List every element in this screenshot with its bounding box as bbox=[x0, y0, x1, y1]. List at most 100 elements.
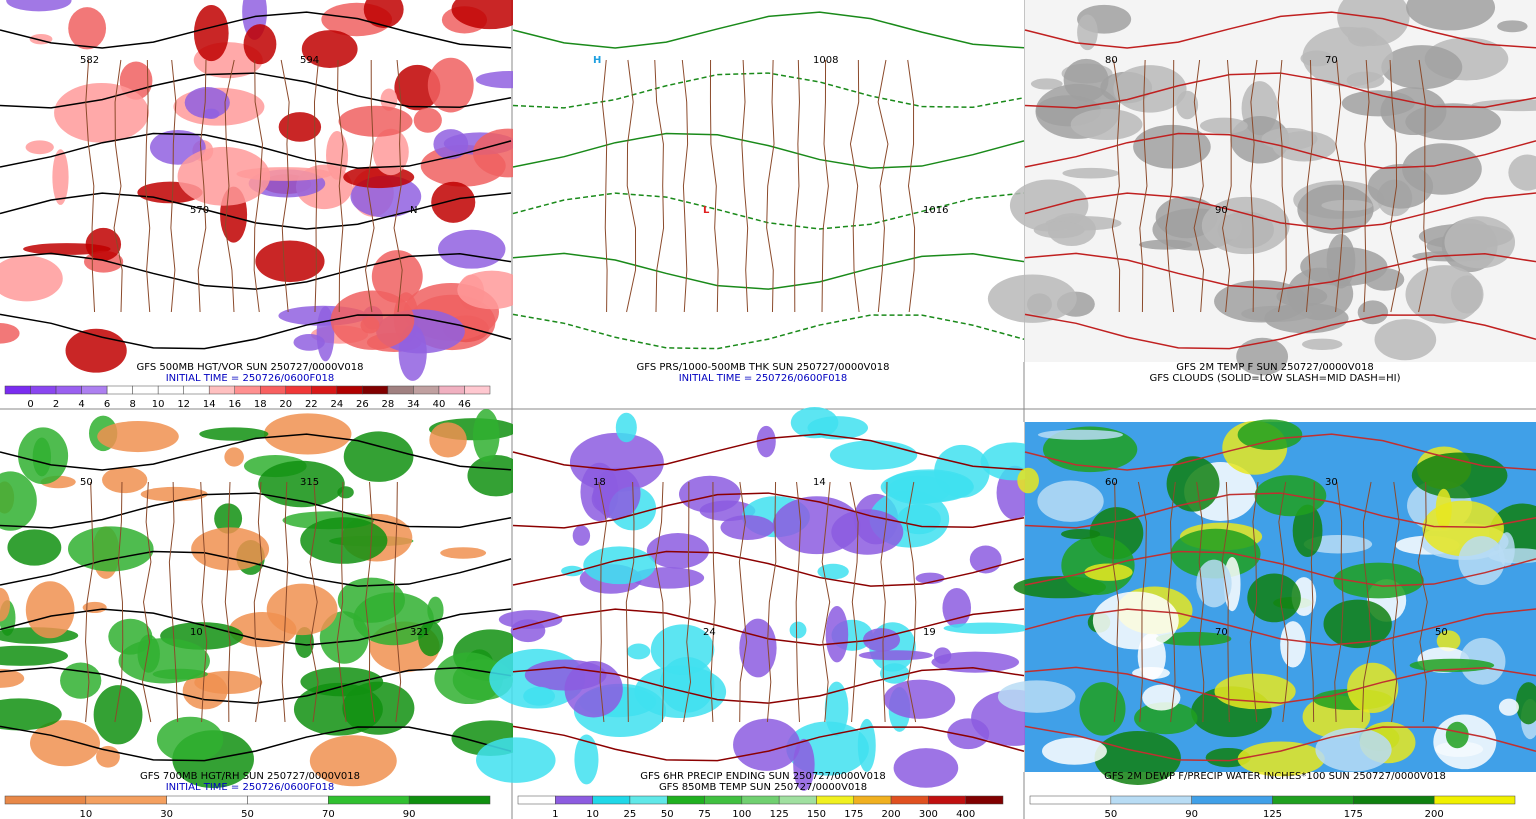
map-field bbox=[1333, 562, 1424, 599]
panel: 80 90 70 GFS 2M TEMP F SUN 250727/0000V018G… bbox=[987, 0, 1536, 384]
map-field bbox=[733, 718, 801, 771]
colorbar-swatch bbox=[132, 385, 159, 395]
state-border bbox=[336, 59, 344, 313]
map-field bbox=[255, 240, 325, 283]
map-field bbox=[1084, 563, 1133, 581]
state-border bbox=[1196, 481, 1205, 723]
map-field bbox=[1497, 20, 1528, 33]
colorbar-label: 4 bbox=[78, 399, 84, 410]
colorbar-swatch bbox=[1272, 795, 1354, 805]
map-label: 570 bbox=[190, 205, 209, 216]
map-field bbox=[931, 651, 1020, 673]
map-field bbox=[1326, 234, 1356, 289]
state-border bbox=[1250, 59, 1258, 313]
colorbar-swatch bbox=[890, 795, 929, 805]
map-field bbox=[817, 563, 849, 580]
map-field bbox=[942, 588, 972, 628]
map-field bbox=[1138, 239, 1193, 250]
map-field bbox=[858, 650, 933, 661]
contour bbox=[512, 550, 1025, 587]
caption: GFS 6HR PRECIP ENDING SUN 250727/0000V01… bbox=[640, 771, 885, 782]
colorbar-label: 10 bbox=[152, 399, 165, 410]
state-border bbox=[170, 59, 177, 313]
colorbar-swatch bbox=[285, 385, 312, 395]
colorbar-swatch bbox=[1110, 795, 1192, 805]
map-field bbox=[1276, 286, 1328, 307]
colorbar-label: 100 bbox=[732, 809, 751, 819]
state-border bbox=[654, 59, 665, 313]
map-label: 50 bbox=[1435, 627, 1448, 638]
map-field bbox=[997, 680, 1076, 713]
contour bbox=[512, 11, 1025, 49]
state-border bbox=[1139, 59, 1148, 313]
map-label: 70 bbox=[1325, 55, 1338, 66]
contour bbox=[1024, 192, 1536, 230]
map-field bbox=[434, 652, 503, 705]
state-border bbox=[710, 481, 716, 723]
contour bbox=[0, 433, 512, 471]
state-border bbox=[877, 59, 889, 313]
map-field bbox=[1062, 167, 1120, 179]
map-field bbox=[1155, 631, 1232, 646]
contour bbox=[0, 313, 512, 350]
state-border bbox=[142, 481, 152, 723]
map-label: 50 bbox=[80, 477, 93, 488]
map-label: 18 bbox=[593, 477, 606, 488]
state-border bbox=[821, 481, 831, 723]
map-field bbox=[593, 467, 641, 520]
map-field bbox=[933, 647, 952, 664]
state-border bbox=[598, 481, 607, 723]
map-field bbox=[293, 334, 325, 351]
map-label: N bbox=[410, 205, 417, 216]
map-field bbox=[472, 409, 500, 462]
colorbar-swatch bbox=[208, 385, 235, 395]
caption: INITIAL TIME = 250726/0600F018 bbox=[166, 782, 335, 793]
colorbar-label: 22 bbox=[305, 399, 318, 410]
colorbar-swatch bbox=[260, 385, 287, 395]
colorbar-label: 16 bbox=[228, 399, 241, 410]
state-border bbox=[168, 481, 179, 723]
colorbar-swatch bbox=[387, 385, 414, 395]
map-field bbox=[880, 470, 974, 503]
colorbar-label: 18 bbox=[254, 399, 267, 410]
state-border bbox=[1389, 59, 1400, 313]
map-field bbox=[1515, 682, 1536, 725]
map-field bbox=[1254, 475, 1327, 517]
map-label: 582 bbox=[80, 55, 99, 66]
colorbar-label: 24 bbox=[330, 399, 343, 410]
state-border bbox=[821, 59, 829, 313]
state-border bbox=[1167, 481, 1176, 723]
state-border bbox=[906, 481, 917, 723]
map-field bbox=[1450, 275, 1484, 314]
map-field bbox=[1017, 467, 1039, 494]
colorbar-label: 70 bbox=[322, 809, 335, 819]
map-field bbox=[646, 533, 709, 569]
colorbar-swatch bbox=[592, 795, 631, 805]
caption: GFS 500MB HGT/VOR SUN 250727/0000V018 bbox=[137, 362, 364, 373]
map-field bbox=[564, 661, 623, 718]
state-border bbox=[281, 481, 289, 723]
state-border bbox=[1391, 481, 1400, 723]
contour bbox=[512, 132, 1025, 169]
state-border bbox=[907, 59, 916, 313]
map-field bbox=[1323, 599, 1392, 649]
state-border bbox=[1221, 481, 1230, 723]
map-field bbox=[258, 460, 345, 508]
colorbar-label: 10 bbox=[586, 809, 599, 819]
caption: GFS PRS/1000-500MB THK SUN 250727/0000V0… bbox=[637, 362, 890, 373]
colorbar-label: 175 bbox=[844, 809, 863, 819]
colorbar-label: 26 bbox=[356, 399, 369, 410]
map-field bbox=[1498, 698, 1519, 716]
state-border bbox=[313, 59, 320, 313]
colorbar-label: 175 bbox=[1344, 809, 1363, 819]
caption: GFS 850MB TEMP SUN 250727/0000V018 bbox=[659, 782, 867, 793]
contour bbox=[1024, 11, 1536, 49]
state-border bbox=[1222, 59, 1232, 313]
map-field bbox=[343, 431, 414, 482]
colorbar-label: 50 bbox=[241, 809, 254, 819]
colorbar-label: 8 bbox=[129, 399, 135, 410]
contour bbox=[512, 192, 1025, 230]
map-field bbox=[0, 471, 37, 531]
map-field bbox=[203, 108, 220, 119]
colorbar-swatch bbox=[438, 385, 465, 395]
